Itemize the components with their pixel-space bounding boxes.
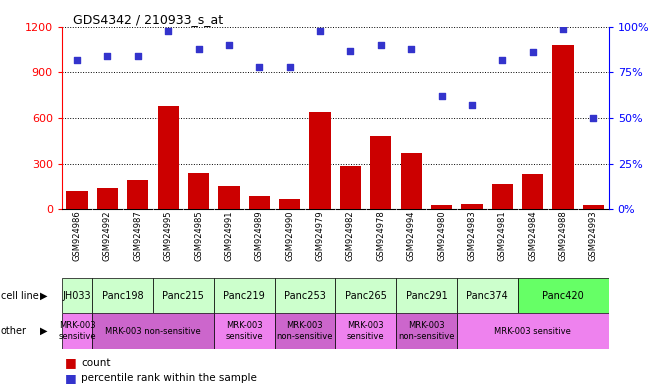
Point: [345, 48, 355, 54]
Bar: [92, 313, 214, 349]
Bar: [214, 278, 275, 313]
Text: Panc219: Panc219: [223, 291, 265, 301]
Bar: [457, 278, 518, 313]
Text: MRK-003 sensitive: MRK-003 sensitive: [494, 327, 571, 336]
Text: other: other: [1, 326, 27, 336]
Bar: [214, 313, 275, 349]
Point: [589, 115, 599, 121]
Text: ▶: ▶: [40, 291, 48, 301]
Point: [558, 26, 568, 32]
Bar: [396, 278, 457, 313]
Point: [193, 46, 204, 52]
Point: [163, 28, 173, 34]
Text: ■: ■: [65, 356, 77, 369]
Bar: [309, 112, 331, 209]
Text: GDS4342 / 210933_s_at: GDS4342 / 210933_s_at: [73, 13, 223, 26]
Bar: [158, 106, 179, 209]
Text: Panc420: Panc420: [542, 291, 584, 301]
Text: Panc265: Panc265: [345, 291, 387, 301]
Point: [406, 46, 417, 52]
Bar: [583, 205, 604, 209]
Bar: [127, 180, 148, 209]
Bar: [518, 278, 609, 313]
Text: Panc198: Panc198: [102, 291, 143, 301]
Bar: [431, 205, 452, 209]
Point: [133, 53, 143, 59]
Text: cell line: cell line: [1, 291, 38, 301]
Text: JH033: JH033: [62, 291, 91, 301]
Point: [376, 42, 386, 48]
Text: MRK-003
sensitive: MRK-003 sensitive: [225, 321, 263, 341]
Text: count: count: [81, 358, 111, 368]
Text: MRK-003
sensitive: MRK-003 sensitive: [347, 321, 385, 341]
Point: [497, 56, 508, 63]
Bar: [279, 199, 300, 209]
Bar: [218, 186, 240, 209]
Text: percentile rank within the sample: percentile rank within the sample: [81, 373, 257, 383]
Point: [102, 53, 113, 59]
Bar: [457, 313, 609, 349]
Text: MRK-003 non-sensitive: MRK-003 non-sensitive: [105, 327, 201, 336]
Text: ▶: ▶: [40, 326, 48, 336]
Point: [72, 56, 82, 63]
Point: [436, 93, 447, 99]
Bar: [340, 166, 361, 209]
Bar: [400, 153, 422, 209]
Text: Panc374: Panc374: [466, 291, 508, 301]
Point: [284, 64, 295, 70]
Text: Panc253: Panc253: [284, 291, 326, 301]
Point: [467, 102, 477, 108]
Bar: [522, 174, 544, 209]
Bar: [62, 313, 92, 349]
Point: [224, 42, 234, 48]
Bar: [153, 278, 214, 313]
Text: Panc215: Panc215: [163, 291, 204, 301]
Bar: [462, 204, 482, 209]
Bar: [66, 191, 88, 209]
Text: MRK-003
non-sensitive: MRK-003 non-sensitive: [277, 321, 333, 341]
Text: MRK-003
non-sensitive: MRK-003 non-sensitive: [398, 321, 454, 341]
Bar: [275, 313, 335, 349]
Bar: [188, 173, 209, 209]
Bar: [492, 184, 513, 209]
Point: [527, 50, 538, 56]
Bar: [335, 278, 396, 313]
Point: [315, 28, 326, 34]
Point: [254, 64, 264, 70]
Bar: [97, 188, 118, 209]
Bar: [275, 278, 335, 313]
Bar: [92, 278, 153, 313]
Bar: [335, 313, 396, 349]
Text: MRK-003
sensitive: MRK-003 sensitive: [58, 321, 96, 341]
Text: Panc291: Panc291: [406, 291, 447, 301]
Bar: [370, 136, 391, 209]
Bar: [62, 278, 92, 313]
Text: ■: ■: [65, 372, 77, 384]
Bar: [553, 45, 574, 209]
Bar: [249, 195, 270, 209]
Bar: [396, 313, 457, 349]
